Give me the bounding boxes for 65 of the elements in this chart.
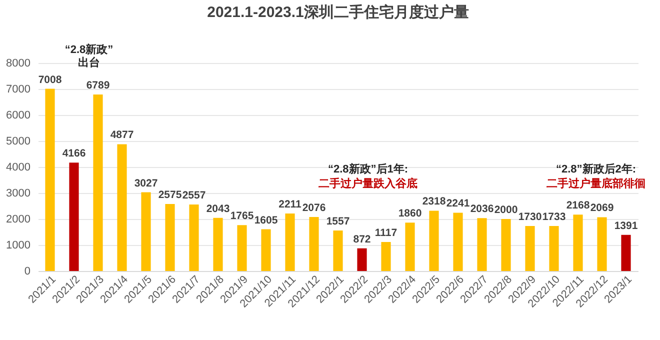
data-label: 1391 (614, 220, 638, 232)
bar (573, 214, 583, 271)
data-label: 872 (353, 233, 371, 246)
bar (501, 219, 511, 271)
data-label: 2241 (446, 198, 470, 210)
data-label: 1730 (518, 211, 542, 224)
data-label: 7008 (38, 74, 62, 86)
annotation: 二手过户量底部徘徊 (546, 176, 646, 190)
y-tick-label: 3000 (6, 188, 30, 200)
bar (93, 94, 103, 271)
y-tick-label: 6000 (6, 110, 30, 122)
chart-title: 2021.1-2023.1深圳二手住宅月度过户量 (207, 3, 469, 21)
bar (357, 248, 367, 271)
data-label: 2211 (278, 198, 302, 211)
annotation: “2.8”新政后2年: (556, 162, 636, 176)
bar (261, 229, 271, 271)
data-label: 1860 (398, 208, 422, 220)
bar (69, 162, 79, 271)
data-label: 1733 (542, 210, 566, 223)
bar (141, 192, 151, 271)
data-label: 2557 (182, 190, 206, 202)
bar (549, 226, 559, 271)
bar (453, 212, 463, 271)
y-tick-label: 8000 (6, 58, 30, 70)
y-tick-label: 0 (24, 266, 30, 278)
bar (405, 222, 415, 271)
data-label: 3027 (134, 177, 158, 190)
data-label: 1765 (230, 210, 254, 222)
data-label: 4166 (62, 148, 86, 160)
y-tick-label: 5000 (6, 136, 30, 148)
bar (525, 226, 535, 271)
bar (597, 217, 607, 271)
annotation: “2.8新政” 出台 (64, 43, 114, 69)
data-label: 1557 (326, 216, 350, 228)
annotation: 二手过户量跌入谷底 (318, 176, 418, 190)
bar (429, 210, 439, 271)
data-label: 2069 (590, 202, 614, 214)
bar (189, 204, 199, 271)
annotation: “2.8新政”后1年: (328, 162, 408, 176)
y-tick-label: 1000 (6, 240, 30, 252)
data-label: 4877 (110, 129, 134, 142)
data-label: 2043 (206, 202, 230, 215)
bar (621, 234, 631, 271)
bar (165, 204, 175, 271)
bar (309, 217, 319, 271)
data-label: 2076 (302, 202, 326, 214)
data-label: 2036 (470, 203, 494, 216)
data-label: 2575 (158, 189, 182, 202)
bar (333, 230, 343, 271)
data-label: 1117 (374, 226, 398, 239)
data-label: 6789 (86, 79, 110, 92)
data-label: 2000 (494, 204, 518, 216)
bar (45, 88, 55, 271)
y-tick-label: 2000 (6, 214, 30, 226)
bar (285, 214, 295, 271)
bar (117, 144, 127, 271)
data-label: 2318 (422, 196, 446, 208)
bar (213, 218, 223, 271)
y-tick-label: 4000 (6, 162, 30, 174)
bar (381, 242, 391, 271)
data-label: 1605 (254, 214, 278, 226)
bar (237, 225, 247, 271)
bar (477, 218, 487, 271)
y-tick-label: 7000 (6, 84, 30, 96)
data-label: 2168 (566, 200, 590, 212)
